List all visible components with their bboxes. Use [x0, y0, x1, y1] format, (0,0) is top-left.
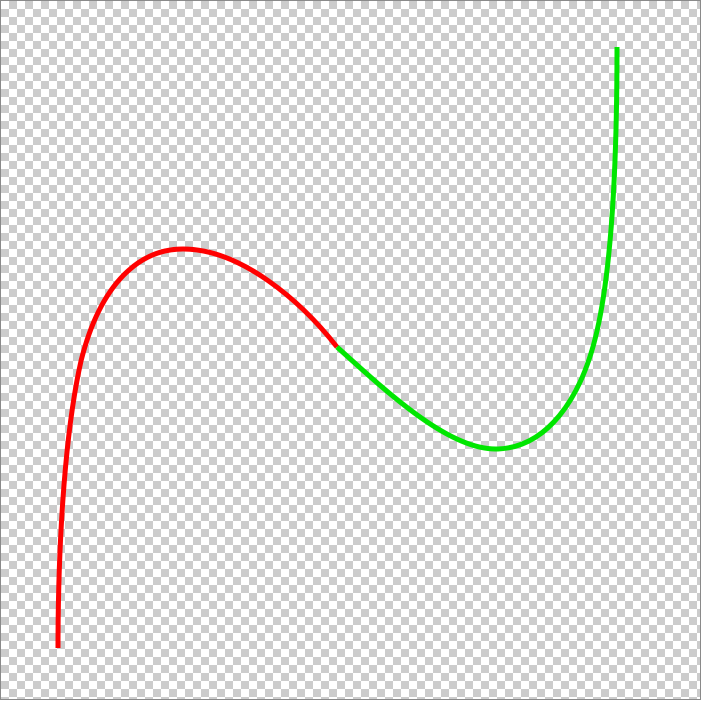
- red-curve-segment: [55, 246, 339, 649]
- green-curve-segment: [335, 46, 620, 452]
